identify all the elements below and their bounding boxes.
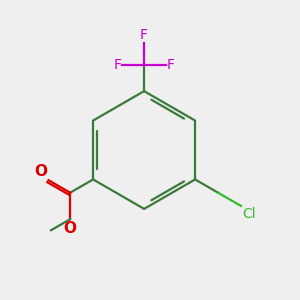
Text: Cl: Cl xyxy=(242,207,256,221)
Text: F: F xyxy=(113,58,121,72)
Text: F: F xyxy=(167,58,175,72)
Text: O: O xyxy=(34,164,47,179)
Text: F: F xyxy=(140,28,148,42)
Text: O: O xyxy=(64,221,77,236)
